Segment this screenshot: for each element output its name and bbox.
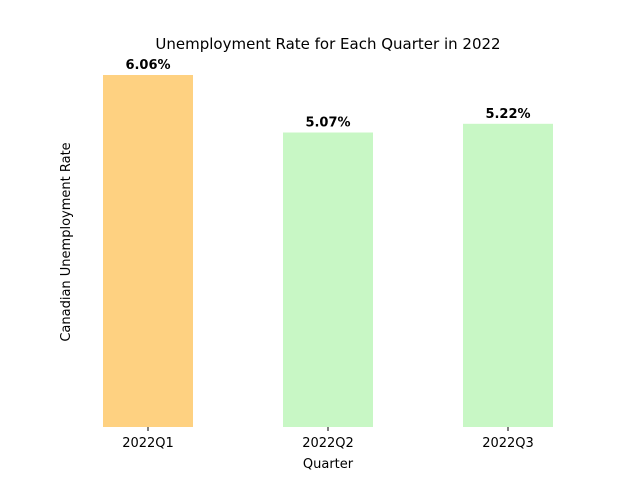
bar-2022q3 [463,123,553,427]
bar-2022q1 [103,75,193,427]
x-tick-label-2022q2: 2022Q2 [302,436,354,451]
chart-title: Unemployment Rate for Each Quarter in 20… [155,35,500,53]
bar-2022q2 [283,132,373,427]
y-axis-label: Canadian Unemployment Rate [59,142,74,341]
bars [103,75,553,427]
data-label-2022q3: 5.22% [485,107,530,122]
data-label-2022q1: 6.06% [125,58,170,73]
data-label-2022q2: 5.07% [305,116,350,131]
x-tick-label-2022q3: 2022Q3 [482,436,534,451]
x-axis-label: Quarter [303,457,354,472]
x-tick-label-2022q1: 2022Q1 [122,436,174,451]
data-labels: 6.06% 5.07% 5.22% [125,58,530,131]
x-axis-ticks: 2022Q1 2022Q2 2022Q3 [122,427,534,451]
